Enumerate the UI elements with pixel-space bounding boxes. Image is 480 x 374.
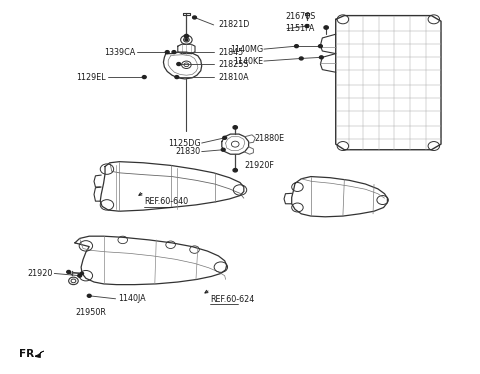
Text: 21880E: 21880E — [254, 134, 285, 143]
Circle shape — [165, 50, 169, 53]
Text: 21830: 21830 — [176, 147, 201, 156]
Text: 1151FA: 1151FA — [286, 24, 315, 33]
Text: 21920: 21920 — [27, 269, 52, 278]
Text: 21810A: 21810A — [218, 73, 249, 82]
Text: 1140MG: 1140MG — [230, 45, 263, 53]
Circle shape — [87, 294, 91, 297]
Text: 1339CA: 1339CA — [105, 47, 136, 56]
Circle shape — [184, 34, 189, 38]
Circle shape — [300, 57, 303, 60]
Circle shape — [324, 26, 328, 29]
Text: 21825S: 21825S — [218, 59, 249, 68]
Circle shape — [192, 16, 196, 19]
Text: 21950R: 21950R — [75, 309, 106, 318]
Text: 1125DG: 1125DG — [168, 138, 201, 147]
Circle shape — [305, 25, 309, 28]
Text: 1129EL: 1129EL — [76, 73, 106, 82]
Circle shape — [320, 56, 323, 59]
Text: FR.: FR. — [19, 349, 38, 359]
Text: 1140KE: 1140KE — [233, 56, 263, 65]
Circle shape — [221, 148, 225, 151]
Circle shape — [233, 126, 238, 129]
Circle shape — [81, 272, 84, 275]
Circle shape — [177, 62, 180, 65]
Circle shape — [78, 274, 82, 277]
Circle shape — [223, 137, 227, 139]
Circle shape — [319, 45, 323, 47]
Text: 1140JA: 1140JA — [118, 294, 145, 303]
Text: REF.60-640: REF.60-640 — [144, 197, 189, 206]
Circle shape — [172, 50, 176, 53]
Circle shape — [185, 39, 188, 41]
Circle shape — [175, 76, 179, 79]
Text: 21920F: 21920F — [245, 161, 275, 170]
Text: 21845: 21845 — [218, 47, 244, 56]
Circle shape — [295, 45, 299, 47]
Text: 21821D: 21821D — [218, 21, 250, 30]
Circle shape — [143, 76, 146, 79]
Text: REF.60-624: REF.60-624 — [210, 295, 254, 304]
Circle shape — [233, 169, 238, 172]
Polygon shape — [35, 351, 44, 358]
Text: 21670S: 21670S — [286, 12, 316, 21]
Circle shape — [67, 270, 71, 273]
